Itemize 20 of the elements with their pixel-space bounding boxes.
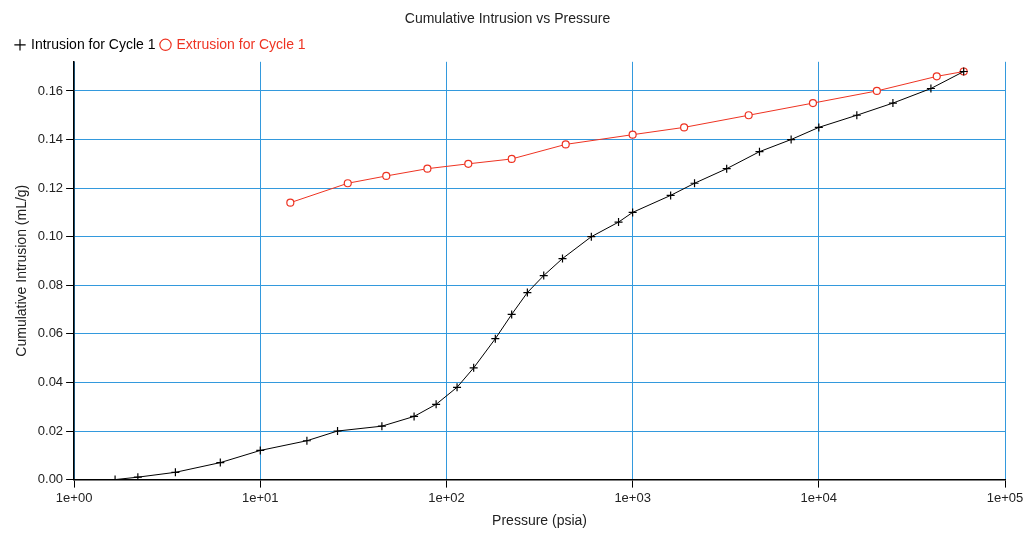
y-tick-label: 0.00 — [37, 471, 64, 487]
legend-label: Extrusion for Cycle 1 — [176, 35, 306, 52]
y-tick-label: 0.14 — [37, 131, 64, 147]
y-tick-label: 0.04 — [37, 374, 64, 390]
x-tick-label: 1e+01 — [242, 489, 279, 505]
x-tick-label: 1e+03 — [614, 489, 651, 505]
y-tick-label: 0.08 — [37, 276, 64, 292]
legend-label: Intrusion for Cycle 1 — [31, 35, 156, 52]
x-axis-title: Pressure (psia) — [492, 512, 588, 529]
x-tick-label: 1e+00 — [55, 489, 93, 505]
y-tick-label: 0.12 — [37, 179, 64, 195]
y-axis-title: Cumulative Intrusion (mL/g) — [13, 184, 30, 357]
x-tick-label: 1e+04 — [800, 489, 838, 505]
x-tick-label: 1e+02 — [428, 489, 465, 505]
x-tick-label: 1e+05 — [986, 489, 1024, 505]
y-tick-label: 0.16 — [37, 82, 64, 98]
y-tick-label: 0.10 — [37, 228, 64, 244]
y-tick-label: 0.06 — [37, 325, 64, 341]
chart-title: Cumulative Intrusion vs Pressure — [404, 10, 611, 27]
y-tick-label: 0.02 — [37, 422, 64, 438]
